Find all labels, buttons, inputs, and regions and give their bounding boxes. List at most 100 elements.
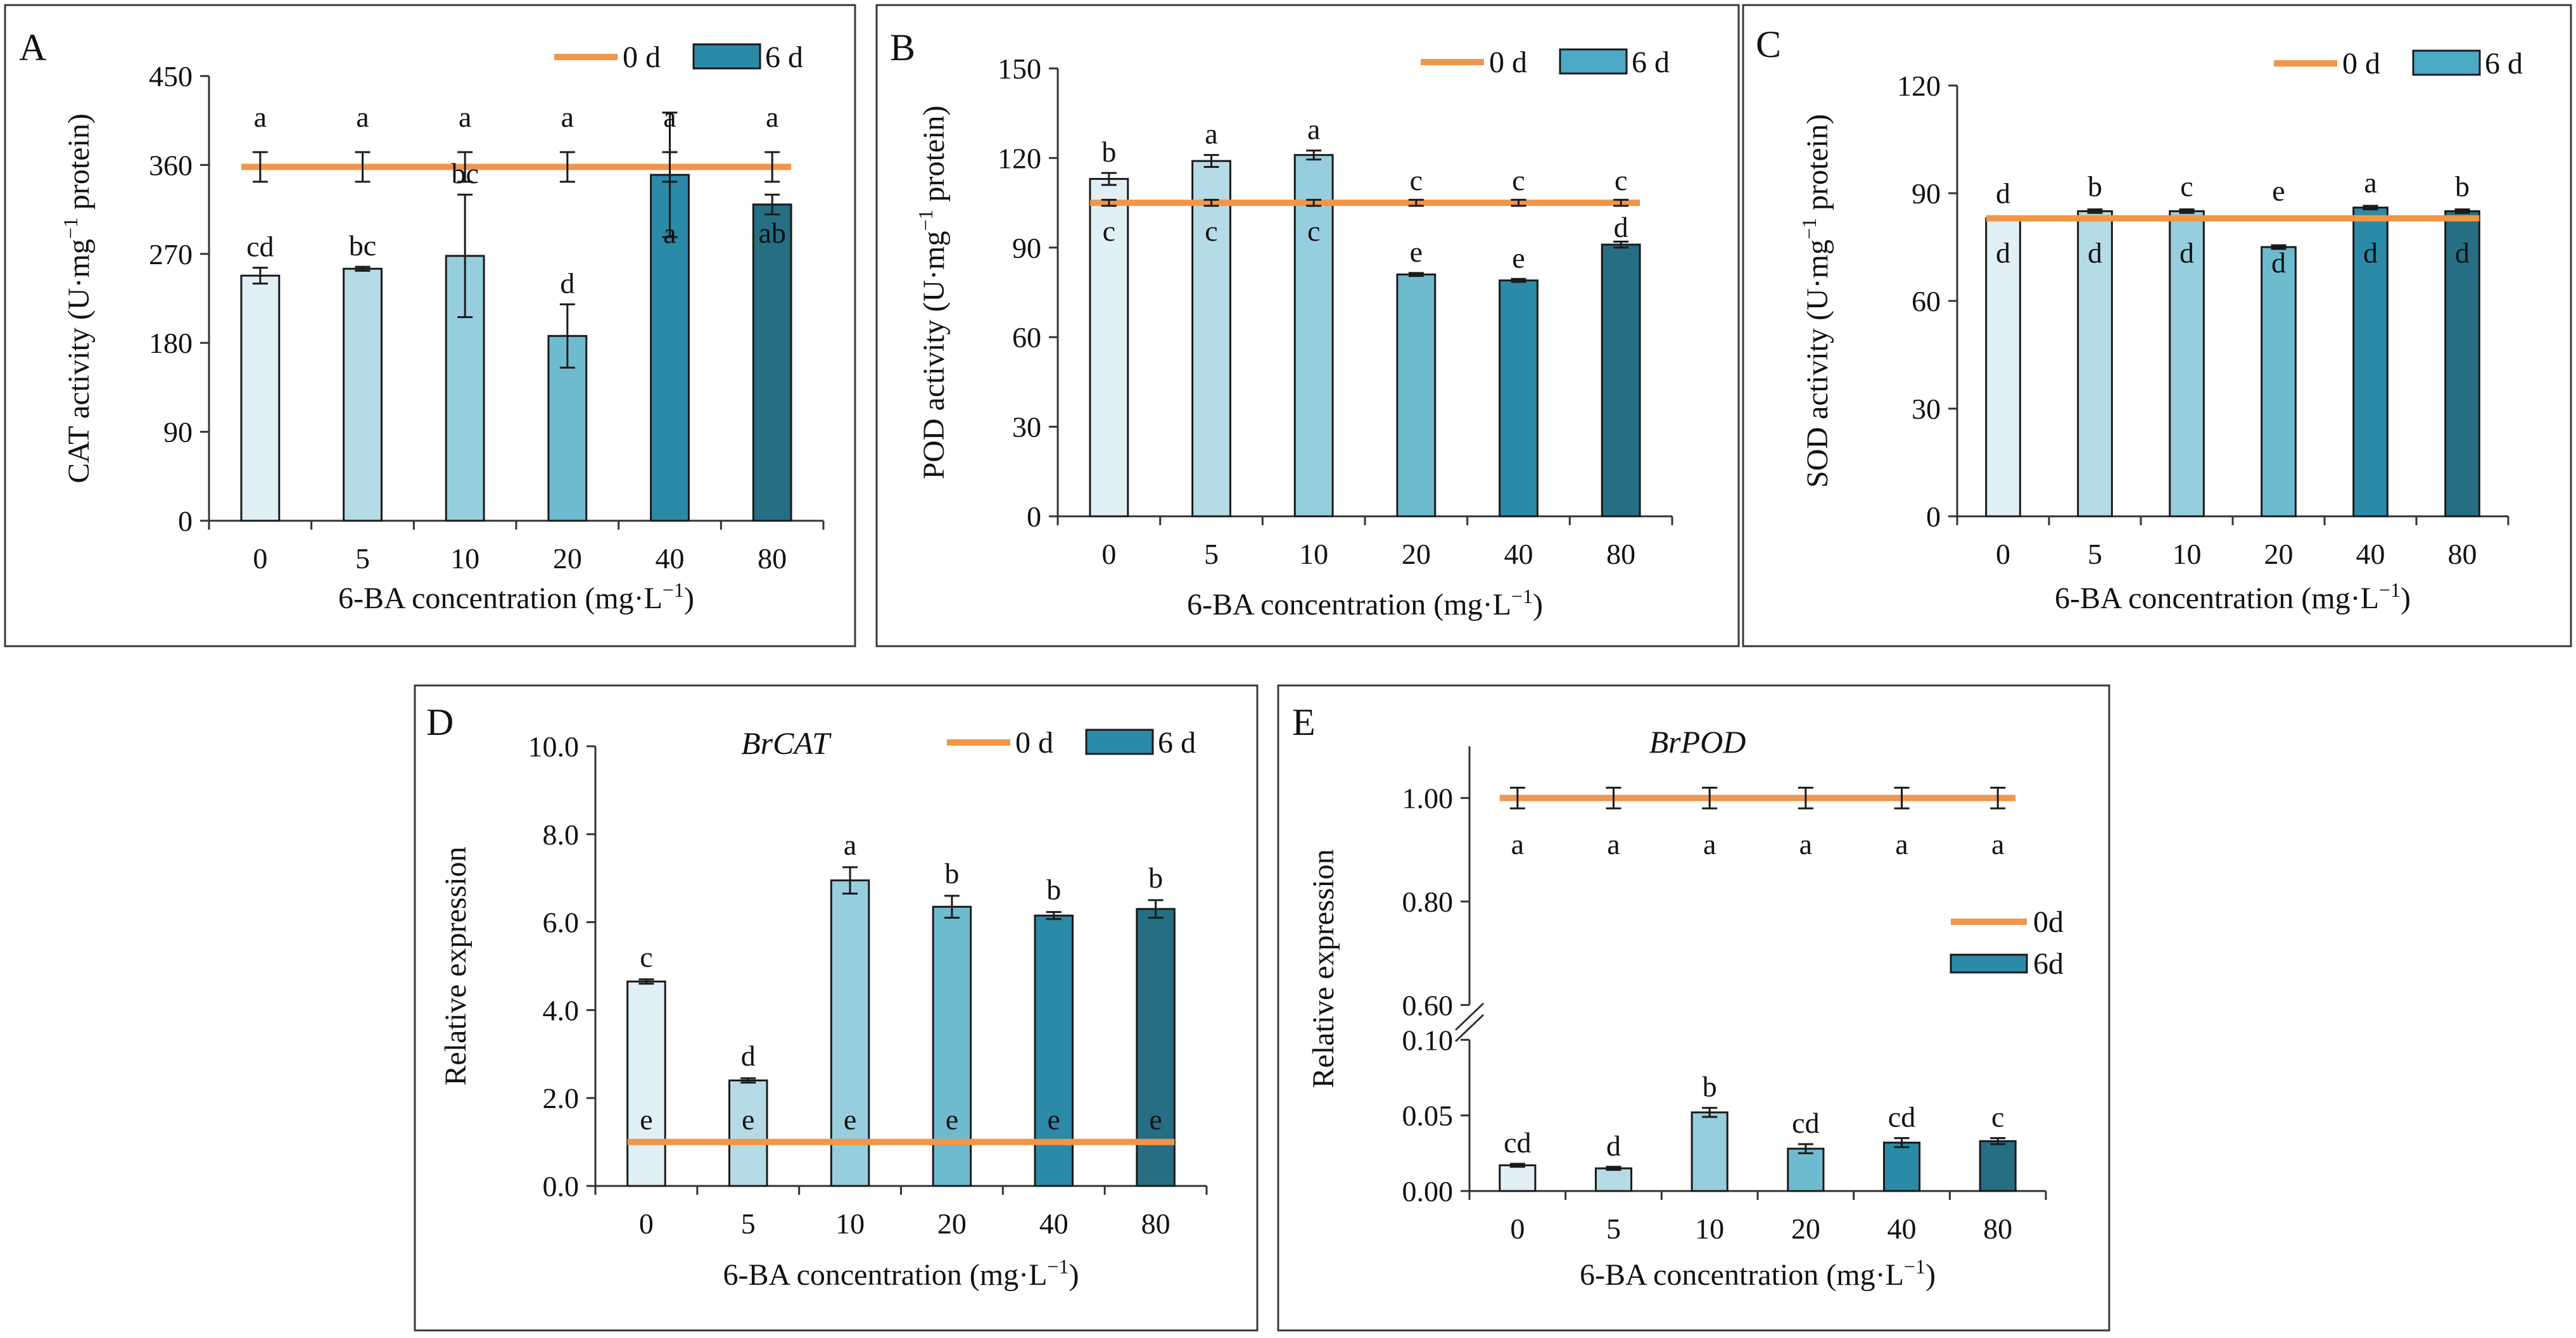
y-axis-title: CAT activity (U·mg−1 protein): [59, 113, 96, 483]
significance-letter: d: [1606, 1130, 1621, 1162]
significance-letter: b: [1046, 874, 1061, 906]
x-tick-label: 10: [1299, 538, 1328, 570]
x-tick-label: 5: [2088, 538, 2102, 570]
significance-letter: a: [459, 101, 471, 133]
significance-letter: a: [663, 101, 676, 133]
significance-letter: e: [640, 1104, 652, 1136]
legend-label-0d: 0 d: [623, 41, 661, 74]
x-tick-label: 10: [450, 542, 479, 575]
x-tick-label: 0: [253, 542, 267, 575]
significance-letter: e: [1512, 241, 1525, 274]
y-tick-label: 0: [178, 505, 193, 537]
bar-80: [1979, 1140, 2017, 1192]
panel-frame: [4, 4, 856, 647]
bar-5: [343, 267, 383, 522]
legend-label-0d: 0 d: [1489, 46, 1527, 79]
legend: 0 d 6 d: [1421, 46, 1670, 79]
significance-letter: c: [1103, 215, 1115, 247]
y-tick-label: 6.0: [543, 907, 580, 939]
panel-letter: B: [890, 27, 915, 68]
panel-letter: C: [1756, 23, 1781, 65]
bar-10: [1293, 154, 1334, 518]
significance-letter: c: [640, 941, 652, 973]
y-axis-title: SOD activity (U·mg−1 protein): [1798, 114, 1834, 488]
significance-letter: c: [1410, 164, 1423, 196]
x-tick-label: 5: [1606, 1213, 1621, 1245]
y-tick-label: 270: [149, 238, 193, 271]
legend-label-0d: 0 d: [1015, 726, 1053, 760]
significance-letter: a: [254, 101, 267, 133]
significance-letter: a: [1607, 828, 1620, 860]
x-tick-label: 10: [1695, 1213, 1724, 1245]
y-tick-label: 0.0: [543, 1170, 580, 1202]
significance-letter: d: [1996, 237, 2010, 269]
x-tick-label: 20: [1402, 538, 1431, 570]
y-tick-label: 8.0: [543, 819, 580, 851]
significance-letter: a: [561, 101, 574, 133]
panel-c: C 0 30 60 90 120 0 5 10 20 40 80 6-BA concentration …: [1742, 4, 2572, 647]
panel-d: D 0.0 2.0 4.0 6.0 8.0 10.0 0 5 10 20 40 80 6-BA conce…: [414, 684, 1259, 1332]
legend-swatch-6d: [2412, 49, 2481, 76]
y-tick-label: 120: [1897, 70, 1941, 102]
y-tick-label: 0.05: [1402, 1100, 1454, 1132]
significance-letter: a: [1205, 118, 1217, 150]
bar-5: [728, 1079, 768, 1187]
significance-letter: a: [1307, 113, 1320, 146]
x-tick-label: 20: [553, 542, 582, 575]
legend-swatch-6d: [1950, 953, 2028, 974]
x-tick-label: 40: [1504, 538, 1533, 570]
x-tick-label: 0: [639, 1207, 654, 1240]
significance-letter: a: [766, 101, 778, 133]
significance-letter: a: [356, 101, 369, 133]
y-tick-label: 60: [1012, 321, 1041, 354]
gene-title: BrPOD: [1649, 724, 1746, 760]
legend-swatch-6d: [1085, 729, 1154, 755]
bar-20: [1787, 1147, 1825, 1192]
bar-10: [830, 879, 870, 1187]
legend-label-6d: 6 d: [2485, 47, 2523, 80]
panel-frame: [1742, 4, 2572, 647]
y-tick-label: 360: [149, 149, 193, 181]
axis-break-mark: [1454, 1002, 1485, 1031]
significance-letter: d: [1996, 177, 2010, 210]
legend-label-6d: 6d: [2033, 947, 2064, 981]
legend: 0 d 6 d: [947, 726, 1196, 760]
y-tick-label: 90: [163, 416, 193, 449]
bar-10: [1691, 1111, 1729, 1192]
significance-letter: d: [560, 267, 574, 299]
significance-letter: c: [1205, 215, 1217, 247]
y-tick-label: 150: [998, 53, 1041, 85]
legend-label-6d: 6 d: [1632, 46, 1670, 79]
bar-80: [2444, 210, 2480, 518]
legend-label-0d: 0d: [2033, 905, 2064, 939]
bar-0: [240, 274, 281, 522]
significance-letter: bc: [451, 157, 478, 189]
bar-5: [1191, 160, 1231, 518]
y-tick-label: 1.00: [1402, 782, 1454, 815]
bar-40: [1882, 1142, 1921, 1192]
x-tick-label: 5: [355, 542, 370, 575]
bar-10: [2169, 210, 2205, 518]
panel-a: A 0 90 180 270 360 450 0 5 10 20 40 80 6-BA concentra…: [4, 4, 856, 647]
x-tick-label: 40: [2356, 538, 2385, 570]
x-tick-label: 0: [1101, 538, 1116, 570]
panel-letter: E: [1292, 701, 1316, 743]
significance-letter: d: [1614, 211, 1628, 243]
x-tick-label: 20: [1791, 1213, 1820, 1245]
y-tick-label: 0.80: [1402, 886, 1454, 918]
significance-letter: c: [1991, 1100, 2004, 1133]
bar-40: [1499, 279, 1539, 518]
bar-0: [1089, 177, 1129, 518]
legend-label-0d: 0 d: [2342, 47, 2380, 80]
legend: 0 d 6 d: [2274, 47, 2523, 80]
significance-letter: e: [1048, 1104, 1060, 1136]
x-tick-label: 80: [1983, 1213, 2012, 1245]
y-tick-label: 0.60: [1402, 989, 1454, 1021]
significance-letter: e: [742, 1104, 754, 1136]
significance-letter: cd: [246, 231, 274, 263]
bar-5: [1594, 1167, 1633, 1192]
significance-letter: d: [741, 1040, 756, 1072]
significance-letter: d: [2179, 237, 2194, 269]
